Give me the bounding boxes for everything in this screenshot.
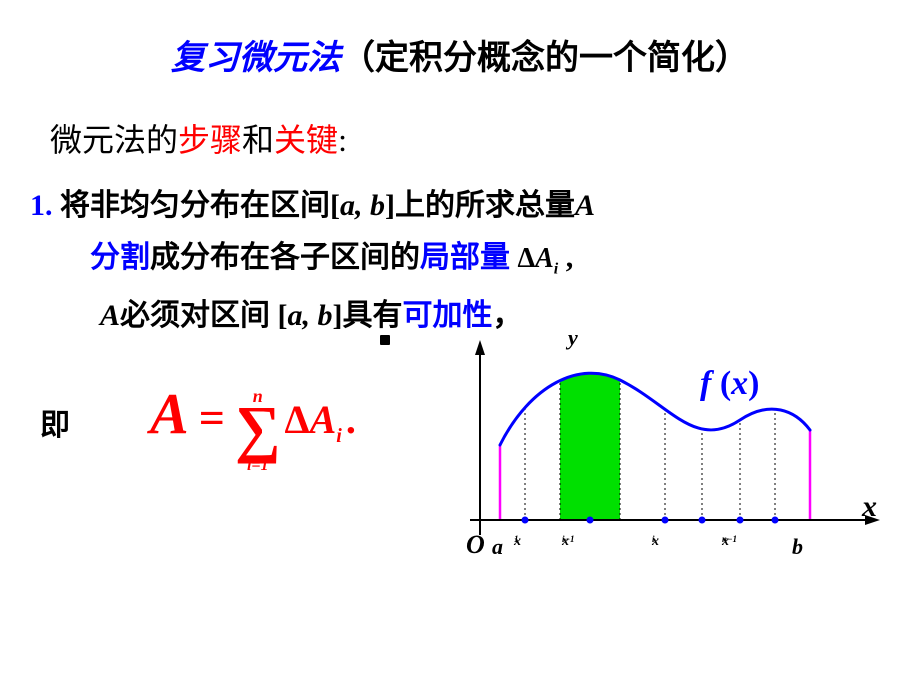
slide-title: 复习微元法（定积分概念的一个简化） [0, 30, 920, 79]
title-sub: （定积分概念的一个简化） [341, 40, 749, 77]
step-1-line-1: 1. 将非均匀分布在区间[a, b]上的所求总量A [30, 180, 595, 224]
slide-bullet [380, 335, 390, 345]
title-main: 复习微元法 [171, 40, 341, 77]
ie-label: 即 [40, 400, 70, 444]
integral-diagram [440, 330, 900, 580]
step-1-line-2: 分割成分布在各子区间的局部量 ΔAi , [90, 232, 573, 279]
step-1-line-3: A必须对区间 [a, b]具有可加性， [100, 290, 523, 334]
sum-formula: A = n ∑ i=1 ΔAi . [150, 380, 356, 455]
subtitle-line: 微元法的步骤和关键: [50, 115, 347, 161]
